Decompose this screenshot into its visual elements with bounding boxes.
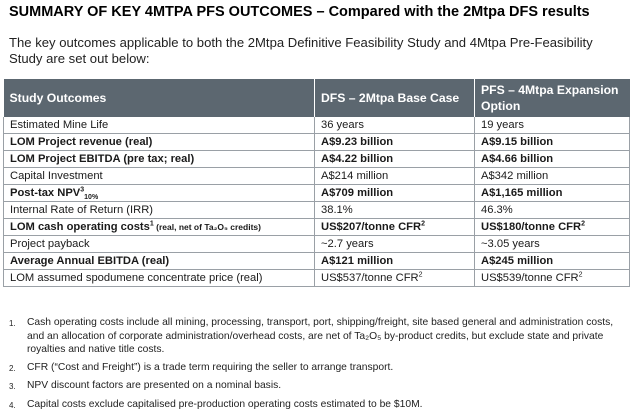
outcomes-table: Study Outcomes DFS – 2Mtpa Base Case PFS… (3, 79, 630, 287)
pfs-value: US$539/tonne CFR (481, 271, 579, 284)
header-dfs: DFS – 2Mtpa Base Case (314, 79, 475, 117)
label-qualifier: (real, net of Ta₂O₅ credits) (153, 221, 261, 232)
label-subscript: 10% (84, 193, 99, 201)
footnotes: 1. Cash operating costs include all minin… (9, 316, 621, 416)
table-row: LOM Project EBITDA (pre tax; real) A$4.22… (3, 150, 630, 168)
pfs-value-cell: A$342 million (474, 167, 630, 185)
dfs-value-cell: 36 years (314, 117, 475, 134)
row-label-cell: LOM cash operating costs1 (real, net of … (3, 218, 315, 236)
table-row: Estimated Mine Life 36 years 19 years (3, 117, 630, 134)
row-label-cell: Project payback (3, 235, 315, 253)
dfs-value-cell: A$4.22 billion (314, 150, 475, 168)
row-label: Post-tax NPV (10, 186, 81, 199)
footnote-ref: 2 (421, 219, 425, 227)
row-label: Project payback (10, 237, 90, 250)
page-title: SUMMARY OF KEY 4MTPA PFS OUTCOMES – Comp… (9, 4, 590, 20)
row-label-cell: Internal Rate of Return (IRR) (3, 201, 315, 219)
pfs-value-cell: ~3.05 years (474, 235, 630, 253)
table-row: LOM Project revenue (real) A$9.23 billion… (3, 133, 630, 151)
pfs-value-cell: A$9.15 billion (474, 133, 630, 151)
pfs-value: 19 years (481, 118, 524, 131)
dfs-value-cell: A$9.23 billion (314, 133, 475, 151)
table-row: LOM cash operating costs1 (real, net of … (3, 218, 630, 236)
dfs-value-cell: 38.1% (314, 201, 475, 219)
row-label: LOM assumed spodumene concentrate price … (10, 271, 263, 284)
pfs-value: A$4.66 billion (481, 152, 554, 165)
pfs-value-cell: 46.3% (474, 201, 630, 219)
header-study-outcomes: Study Outcomes (3, 79, 315, 117)
pfs-value-cell: 19 years (474, 117, 630, 134)
table-row: Post-tax NPV310% A$709 million A$1,165 mil… (3, 184, 630, 202)
dfs-value: A$9.23 billion (321, 135, 394, 148)
dfs-value-cell: US$537/tonne CFR2 (314, 269, 475, 287)
dfs-value: A$4.22 billion (321, 152, 394, 165)
dfs-value-cell: A$709 million (314, 184, 475, 202)
row-label: Internal Rate of Return (IRR) (10, 203, 154, 216)
dfs-value-cell: ~2.7 years (314, 235, 475, 253)
dfs-value: US$537/tonne CFR (321, 271, 419, 284)
footnote: 3. NPV discount factors are presented on … (9, 379, 621, 394)
footnote-number: 1. (9, 319, 16, 328)
dfs-value: 36 years (321, 118, 364, 131)
row-label: LOM Project EBITDA (pre tax; real) (10, 152, 195, 165)
footnote-number: 2. (9, 363, 16, 373)
row-label-cell: LOM Project revenue (real) (3, 133, 315, 151)
pfs-value: A$9.15 billion (481, 135, 554, 148)
header-pfs: PFS – 4Mtpa Expansion Option (474, 79, 630, 117)
table-row: LOM assumed spodumene concentrate price … (3, 269, 630, 287)
dfs-value: A$214 million (321, 169, 389, 182)
pfs-value-cell: A$245 million (474, 252, 630, 270)
table-row: Average Annual EBITDA (real) A$121 millio… (3, 252, 630, 270)
dfs-value-cell: US$207/tonne CFR2 (314, 218, 475, 236)
footnote-number: 4. (9, 400, 16, 410)
pfs-value: US$180/tonne CFR (481, 220, 582, 233)
row-label: Capital Investment (10, 169, 103, 182)
pfs-value: A$1,165 million (481, 186, 563, 199)
row-label: LOM cash operating costs (10, 220, 150, 233)
footnote-ref: 1 (149, 219, 154, 227)
dfs-value-cell: A$214 million (314, 167, 475, 185)
footnote-ref: 2 (418, 270, 423, 278)
footnote: 4. Capital costs exclude capitalised pre-… (9, 398, 621, 413)
dfs-value: 38.1% (321, 203, 353, 216)
row-label: Average Annual EBITDA (real) (10, 254, 170, 267)
pfs-value-cell: A$4.66 billion (474, 150, 630, 168)
pfs-value: 46.3% (481, 203, 513, 216)
intro-paragraph: The key outcomes applicable to both the … (9, 35, 593, 66)
footnote: 2. CFR (“Cost and Freight”) is a trade te… (9, 361, 621, 376)
pfs-value-cell: US$180/tonne CFR2 (474, 218, 630, 236)
footnote-ref: 2 (578, 270, 583, 278)
dfs-value-cell: A$121 million (314, 252, 475, 270)
pfs-value: A$245 million (481, 254, 554, 267)
footnote: 1. Cash operating costs include all minin… (9, 316, 621, 357)
pfs-value: ~3.05 years (481, 237, 540, 250)
pfs-value-cell: US$539/tonne CFR2 (474, 269, 630, 287)
footnote-text: CFR (“Cost and Freight”) is a trade term… (27, 361, 394, 373)
footnote-text: NPV discount factors are presented on a … (27, 380, 282, 391)
row-label: Estimated Mine Life (10, 118, 109, 131)
table-row: Capital Investment A$214 million A$342 mil… (3, 167, 630, 185)
row-label-cell: Average Annual EBITDA (real) (3, 252, 315, 270)
table-header-row: Study Outcomes DFS – 2Mtpa Base Case PFS… (3, 79, 630, 117)
row-label-cell: Estimated Mine Life (3, 117, 315, 134)
footnote-text: Cash operating costs include all mining,… (27, 317, 614, 355)
footnote-ref: 3 (80, 185, 85, 193)
pfs-value-cell: A$1,165 million (474, 184, 630, 202)
dfs-value: ~2.7 years (321, 237, 374, 250)
footnote-number: 3. (9, 382, 16, 391)
footnote-ref: 2 (581, 219, 585, 227)
footnote-text: Capital costs exclude capitalised pre-pr… (27, 398, 423, 410)
table-row: Internal Rate of Return (IRR) 38.1% 46.3% (3, 201, 630, 219)
dfs-value: A$709 million (321, 186, 394, 199)
row-label-cell: Post-tax NPV310% (3, 184, 315, 202)
row-label: LOM Project revenue (real) (10, 135, 153, 148)
dfs-value: A$121 million (321, 254, 394, 267)
dfs-value: US$207/tonne CFR (321, 220, 422, 233)
row-label-cell: LOM Project EBITDA (pre tax; real) (3, 150, 315, 168)
row-label-cell: Capital Investment (3, 167, 315, 185)
table-row: Project payback ~2.7 years ~3.05 years (3, 235, 630, 253)
pfs-value: A$342 million (481, 169, 549, 182)
row-label-cell: LOM assumed spodumene concentrate price … (3, 269, 315, 287)
